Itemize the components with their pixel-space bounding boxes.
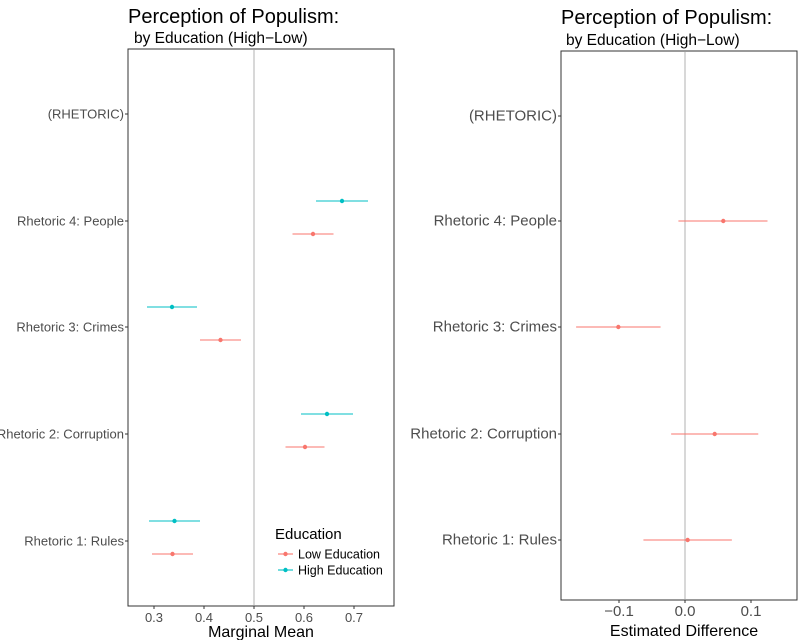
right-point [685,537,690,543]
legend-item-label: Low Education [298,548,380,562]
right-y-tick-label: (RHETORIC) [469,108,557,125]
right-x-axis-title: Estimated Difference [610,623,758,640]
left-chart: Perception of Populism: by Education (Hi… [0,6,395,640]
right-y-tick-label: Rhetoric 1: Rules [442,532,557,549]
left-y-tick-label: Rhetoric 1: Rules [24,534,124,549]
left-chart-title: Perception of Populism: [128,6,339,28]
left-x-tick-label: 0.7 [345,610,363,625]
legend: Education Low Education High Education [275,526,383,578]
right-x-tick-label: −0.1 [604,603,634,620]
left-x-axis-title: Marginal Mean [208,624,314,640]
left-point [302,444,308,450]
left-y-tick-label: Rhetoric 2: Corruption [0,427,124,442]
left-y-tick-label: (RHETORIC) [48,107,124,122]
left-y-tick-label: Rhetoric 3: Crimes [16,320,124,335]
left-x-tick-label: 0.4 [195,610,213,625]
left-x-tick-label: 0.3 [145,610,163,625]
legend-key-point [283,567,288,573]
left-point [324,411,330,417]
legend-key-point [283,551,288,557]
left-point [339,198,345,204]
right-point [721,218,726,224]
right-chart: Perception of Populism: by Education (Hi… [410,7,798,640]
left-point [169,304,175,310]
left-plot-panel [127,48,395,607]
left-y-tick-label: Rhetoric 4: People [17,214,124,229]
right-plot-panel [560,50,798,601]
right-y-tick-label: Rhetoric 2: Corruption [410,426,557,443]
legend-item-label: High Education [298,564,383,578]
left-chart-subtitle: by Education (High−Low) [134,30,308,47]
right-y-tick-label: Rhetoric 4: People [434,213,557,230]
left-point [172,518,177,524]
right-point [712,431,717,437]
right-point [616,324,621,330]
right-y-tick-label: Rhetoric 3: Crimes [433,319,557,336]
right-chart-subtitle: by Education (High−Low) [566,32,740,49]
left-point [170,551,175,557]
legend-title: Education [275,526,342,543]
right-x-tick-label: 0.1 [741,603,762,620]
left-x-tick-label: 0.6 [295,610,313,625]
right-x-tick-label: 0.0 [675,603,696,620]
left-point [310,231,316,237]
right-chart-title: Perception of Populism: [561,7,772,29]
left-x-tick-label: 0.5 [245,610,263,625]
left-point [218,337,223,343]
